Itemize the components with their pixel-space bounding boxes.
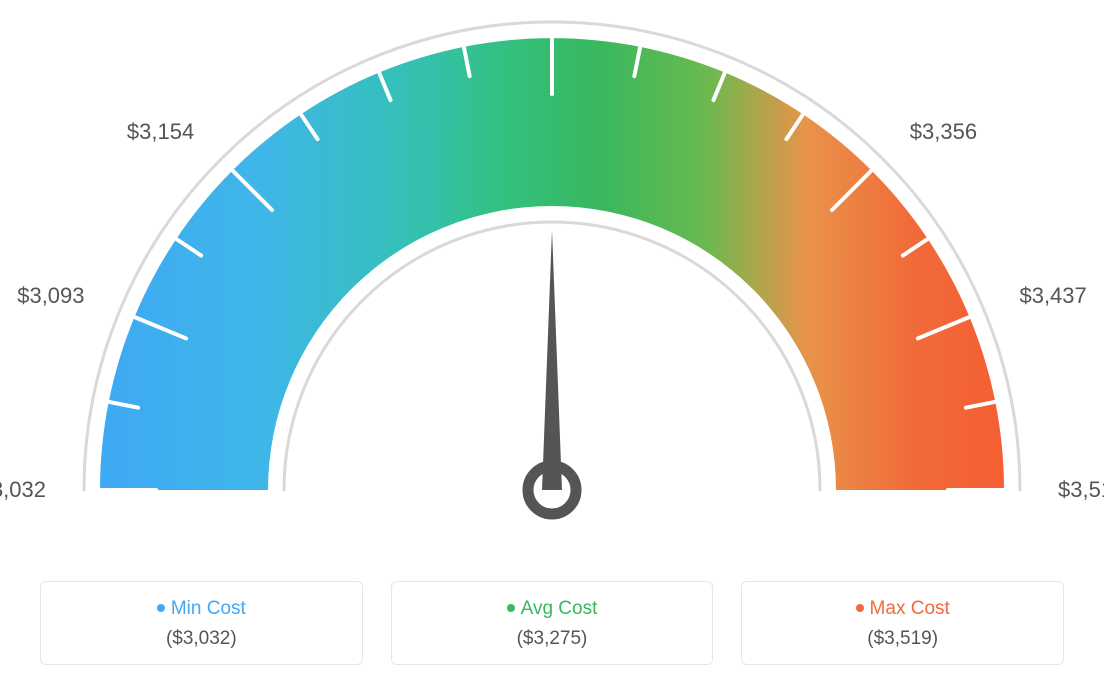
gauge-area: $3,032$3,093$3,154$3,275$3,356$3,437$3,5… (0, 0, 1104, 560)
gauge-tick-label: $3,154 (127, 119, 194, 145)
legend-title-min: Min Cost (51, 598, 352, 620)
legend-title-max: Max Cost (752, 598, 1053, 620)
legend-value-max: ($3,519) (752, 628, 1053, 650)
legend-title-avg: Avg Cost (402, 598, 703, 620)
legend-card-max: Max Cost ($3,519) (741, 581, 1064, 665)
legend-row: Min Cost ($3,032) Avg Cost ($3,275) Max … (40, 581, 1064, 665)
gauge-tick-label: $3,519 (1058, 477, 1104, 503)
legend-label-avg: Avg Cost (521, 598, 598, 619)
gauge-tick-label: $3,093 (17, 283, 84, 309)
legend-value-avg: ($3,275) (402, 628, 703, 650)
legend-label-max: Max Cost (870, 598, 950, 619)
gauge-tick-label: $3,356 (910, 119, 977, 145)
legend-card-avg: Avg Cost ($3,275) (391, 581, 714, 665)
gauge-svg (0, 0, 1104, 560)
gauge-tick-label: $3,437 (1019, 283, 1086, 309)
legend-label-min: Min Cost (171, 598, 246, 619)
legend-card-min: Min Cost ($3,032) (40, 581, 363, 665)
legend-dot-avg (507, 604, 515, 612)
gauge-chart-container: $3,032$3,093$3,154$3,275$3,356$3,437$3,5… (0, 0, 1104, 690)
legend-value-min: ($3,032) (51, 628, 352, 650)
gauge-tick-label: $3,032 (0, 477, 46, 503)
legend-dot-min (157, 604, 165, 612)
legend-dot-max (856, 604, 864, 612)
